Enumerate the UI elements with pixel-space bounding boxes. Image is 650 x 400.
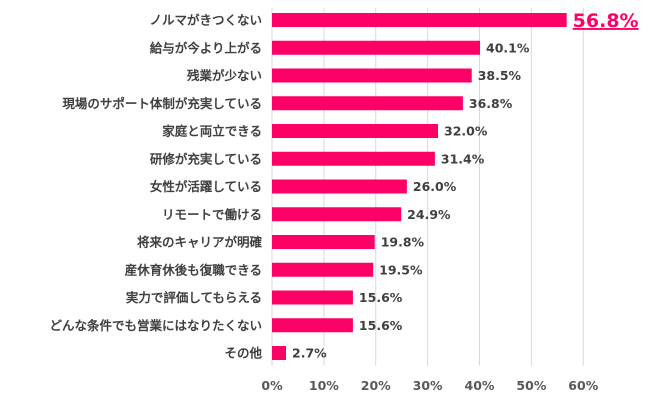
category-label: 産休育休後も復職できる: [125, 262, 262, 277]
category-label: ノルマがきつくない: [149, 13, 262, 28]
bar: [272, 13, 567, 27]
bar: [272, 96, 463, 111]
bar: [272, 318, 353, 333]
x-tick-label: 20%: [361, 378, 391, 393]
bar: [272, 346, 287, 360]
bar: [272, 40, 481, 55]
data-label: 24.9%: [407, 207, 451, 222]
data-label: 19.5%: [379, 262, 423, 277]
data-label: 38.5%: [478, 68, 522, 83]
data-label: 2.7%: [292, 346, 327, 361]
category-label: 将来のキャリアが明確: [137, 235, 263, 250]
data-label: 15.6%: [359, 318, 403, 333]
x-tick-label: 60%: [568, 378, 598, 393]
x-tick-label: 40%: [465, 378, 495, 393]
bar: [272, 179, 407, 194]
x-tick-label: 50%: [516, 378, 546, 393]
x-tick-label: 0%: [261, 378, 283, 393]
category-label: 給与が今より上がる: [150, 40, 262, 55]
category-label: 現場のサポート体制が充実している: [62, 96, 262, 111]
data-label: 40.1%: [486, 40, 530, 55]
x-tick-label: 30%: [413, 378, 443, 393]
category-label: 実力で評価してもらえる: [126, 290, 262, 305]
category-label: 研修が充実している: [150, 151, 262, 166]
category-label: 女性が活躍している: [150, 179, 262, 194]
bar: [272, 124, 439, 138]
bar: [272, 262, 374, 277]
category-label: その他: [224, 346, 262, 361]
data-label: 31.4%: [441, 151, 485, 166]
bar: [272, 290, 353, 305]
bar: [272, 235, 375, 249]
data-label: 32.0%: [444, 124, 488, 139]
data-label: 36.8%: [469, 96, 513, 111]
bar: [272, 68, 472, 83]
category-label: リモートで働ける: [162, 207, 262, 222]
category-label: どんな条件でも営業にはなりたくない: [49, 318, 262, 333]
data-label: 19.8%: [381, 235, 425, 250]
bar: [272, 207, 402, 222]
category-label: 家庭と両立できる: [162, 124, 262, 139]
x-tick-label: 10%: [309, 378, 339, 393]
bar: [272, 151, 435, 166]
data-label: 15.6%: [359, 290, 403, 305]
category-label: 残業が少ない: [187, 68, 262, 83]
data-label: 26.0%: [413, 179, 457, 194]
data-label: 56.8%: [573, 10, 639, 32]
